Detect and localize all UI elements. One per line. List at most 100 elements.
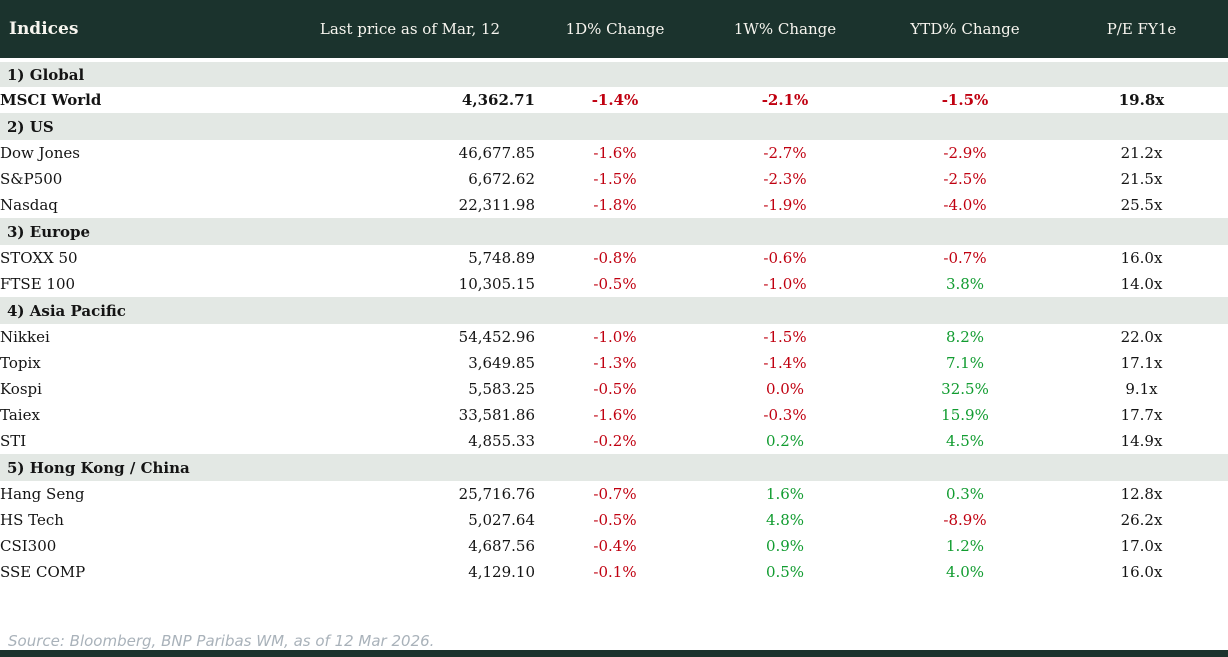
- column-header-1w-change: 1W% Change: [695, 0, 875, 60]
- 1d-change-value: -0.5%: [535, 507, 695, 533]
- section-label: 2) US: [0, 113, 1228, 140]
- section-row: 5) Hong Kong / China: [0, 454, 1228, 481]
- last-price-value: 4,687.56: [285, 533, 535, 559]
- 1w-change-value: -1.5%: [695, 324, 875, 350]
- 1d-change-value: -1.5%: [535, 166, 695, 192]
- pe-value: 17.0x: [1055, 533, 1228, 559]
- 1d-change-value: -1.8%: [535, 192, 695, 218]
- last-price-value: 10,305.15: [285, 271, 535, 297]
- ytd-change-value: 8.2%: [875, 324, 1055, 350]
- table-row: FTSE 100 10,305.15 -0.5% -1.0% 3.8% 14.0x: [0, 271, 1228, 297]
- 1w-change-value: 1.6%: [695, 481, 875, 507]
- 1w-change-value: 0.2%: [695, 428, 875, 454]
- table-row: MSCI World 4,362.71 -1.4% -2.1% -1.5% 19.8x: [0, 87, 1228, 113]
- 1w-change-value: -2.3%: [695, 166, 875, 192]
- table-title: Indices: [0, 0, 285, 60]
- 1w-change-value: -0.3%: [695, 402, 875, 428]
- table-header-row: Indices Last price as of Mar, 12 1D% Cha…: [0, 0, 1228, 60]
- table-row: CSI300 4,687.56 -0.4% 0.9% 1.2% 17.0x: [0, 533, 1228, 559]
- ytd-change-value: -4.0%: [875, 192, 1055, 218]
- index-name: Hang Seng: [0, 481, 285, 507]
- index-name: Taiex: [0, 402, 285, 428]
- 1d-change-value: -0.2%: [535, 428, 695, 454]
- index-name: Dow Jones: [0, 140, 285, 166]
- 1w-change-value: -2.7%: [695, 140, 875, 166]
- index-name: MSCI World: [0, 87, 285, 113]
- table-row: HS Tech 5,027.64 -0.5% 4.8% -8.9% 26.2x: [0, 507, 1228, 533]
- ytd-change-value: 15.9%: [875, 402, 1055, 428]
- section-label: 1) Global: [0, 58, 1228, 87]
- pe-value: 19.8x: [1055, 87, 1228, 113]
- last-price-value: 5,583.25: [285, 376, 535, 402]
- ytd-change-value: -2.9%: [875, 140, 1055, 166]
- ytd-change-value: 3.8%: [875, 271, 1055, 297]
- ytd-change-value: 32.5%: [875, 376, 1055, 402]
- ytd-change-value: 1.2%: [875, 533, 1055, 559]
- pe-value: 17.7x: [1055, 402, 1228, 428]
- 1d-change-value: -1.4%: [535, 87, 695, 113]
- pe-value: 14.0x: [1055, 271, 1228, 297]
- index-name: Topix: [0, 350, 285, 376]
- pe-value: 12.8x: [1055, 481, 1228, 507]
- last-price-value: 54,452.96: [285, 324, 535, 350]
- 1d-change-value: -0.1%: [535, 559, 695, 585]
- section-row: 3) Europe: [0, 218, 1228, 245]
- 1w-change-value: -1.9%: [695, 192, 875, 218]
- 1d-change-value: -0.7%: [535, 481, 695, 507]
- table-row: S&P500 6,672.62 -1.5% -2.3% -2.5% 21.5x: [0, 166, 1228, 192]
- table-row: Hang Seng 25,716.76 -0.7% 1.6% 0.3% 12.8x: [0, 481, 1228, 507]
- index-name: STOXX 50: [0, 245, 285, 271]
- 1w-change-value: -2.1%: [695, 87, 875, 113]
- ytd-change-value: 4.0%: [875, 559, 1055, 585]
- 1d-change-value: -1.6%: [535, 140, 695, 166]
- column-header-last-price: Last price as of Mar, 12: [285, 0, 535, 60]
- index-name: FTSE 100: [0, 271, 285, 297]
- pe-value: 9.1x: [1055, 376, 1228, 402]
- column-header-ytd-change: YTD% Change: [875, 0, 1055, 60]
- last-price-value: 5,027.64: [285, 507, 535, 533]
- last-price-value: 5,748.89: [285, 245, 535, 271]
- table-row: Dow Jones 46,677.85 -1.6% -2.7% -2.9% 21.2x: [0, 140, 1228, 166]
- section-row: 2) US: [0, 113, 1228, 140]
- last-price-value: 22,311.98: [285, 192, 535, 218]
- table-row: Topix 3,649.85 -1.3% -1.4% 7.1% 17.1x: [0, 350, 1228, 376]
- table-row: Nasdaq 22,311.98 -1.8% -1.9% -4.0% 25.5x: [0, 192, 1228, 218]
- last-price-value: 4,129.10: [285, 559, 535, 585]
- last-price-value: 3,649.85: [285, 350, 535, 376]
- 1w-change-value: 0.9%: [695, 533, 875, 559]
- ytd-change-value: -2.5%: [875, 166, 1055, 192]
- source-note: Source: Bloomberg, BNP Paribas WM, as of…: [8, 632, 435, 650]
- last-price-value: 4,855.33: [285, 428, 535, 454]
- index-name: CSI300: [0, 533, 285, 559]
- 1w-change-value: -1.0%: [695, 271, 875, 297]
- table-row: Kospi 5,583.25 -0.5% 0.0% 32.5% 9.1x: [0, 376, 1228, 402]
- 1w-change-value: 4.8%: [695, 507, 875, 533]
- index-name: HS Tech: [0, 507, 285, 533]
- index-name: Kospi: [0, 376, 285, 402]
- last-price-value: 6,672.62: [285, 166, 535, 192]
- 1d-change-value: -0.5%: [535, 376, 695, 402]
- pe-value: 21.2x: [1055, 140, 1228, 166]
- ytd-change-value: 4.5%: [875, 428, 1055, 454]
- indices-table: Indices Last price as of Mar, 12 1D% Cha…: [0, 0, 1228, 585]
- column-header-1d-change: 1D% Change: [535, 0, 695, 60]
- ytd-change-value: -0.7%: [875, 245, 1055, 271]
- pe-value: 25.5x: [1055, 192, 1228, 218]
- last-price-value: 25,716.76: [285, 481, 535, 507]
- last-price-value: 46,677.85: [285, 140, 535, 166]
- column-header-pe: P/E FY1e: [1055, 0, 1228, 60]
- pe-value: 16.0x: [1055, 559, 1228, 585]
- ytd-change-value: 7.1%: [875, 350, 1055, 376]
- section-label: 3) Europe: [0, 218, 1228, 245]
- 1w-change-value: -0.6%: [695, 245, 875, 271]
- pe-value: 14.9x: [1055, 428, 1228, 454]
- index-name: SSE COMP: [0, 559, 285, 585]
- section-label: 5) Hong Kong / China: [0, 454, 1228, 481]
- pe-value: 22.0x: [1055, 324, 1228, 350]
- section-row: 4) Asia Pacific: [0, 297, 1228, 324]
- 1d-change-value: -0.8%: [535, 245, 695, 271]
- 1d-change-value: -1.3%: [535, 350, 695, 376]
- pe-value: 26.2x: [1055, 507, 1228, 533]
- ytd-change-value: -8.9%: [875, 507, 1055, 533]
- 1w-change-value: 0.5%: [695, 559, 875, 585]
